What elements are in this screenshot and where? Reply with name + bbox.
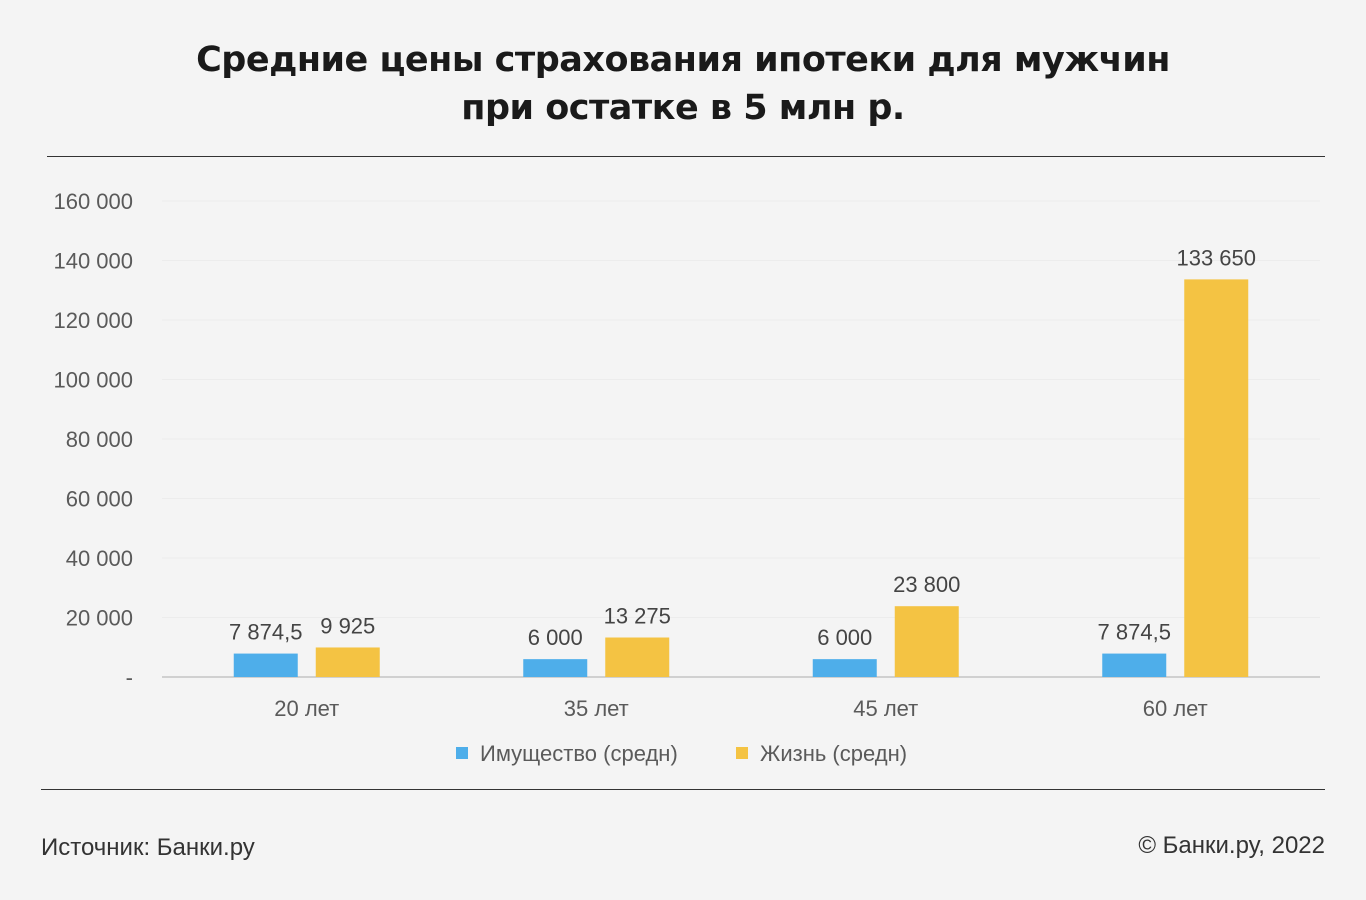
bar-property xyxy=(812,659,877,677)
data-label: 133 650 xyxy=(1176,245,1256,270)
bar-property xyxy=(1102,653,1167,677)
y-tick-label: - xyxy=(126,665,133,690)
data-label: 6 000 xyxy=(528,625,583,650)
data-label: 6 000 xyxy=(817,625,872,650)
y-tick-label: 60 000 xyxy=(66,487,133,512)
chart-title: Средние цены страхования ипотеки для муж… xyxy=(0,36,1366,132)
title-line-1: Средние цены страхования ипотеки для муж… xyxy=(196,40,1170,80)
copyright-text: © Банки.ру, 2022 xyxy=(1138,832,1325,859)
bar-life xyxy=(894,606,959,677)
y-tick-label: 80 000 xyxy=(66,427,133,452)
y-tick-label: 100 000 xyxy=(53,368,133,393)
bar-property xyxy=(523,659,588,677)
bar-life xyxy=(605,637,670,677)
y-tick-label: 120 000 xyxy=(53,308,133,333)
data-label: 23 800 xyxy=(893,572,960,597)
data-label: 13 275 xyxy=(604,604,671,629)
bar-life xyxy=(1184,279,1249,677)
x-tick-label: 20 лет xyxy=(274,696,339,721)
legend-label: Жизнь (средн) xyxy=(760,741,907,766)
legend-swatch-property xyxy=(456,747,468,759)
y-tick-label: 20 000 xyxy=(66,606,133,631)
title-line-2: при остатке в 5 млн р. xyxy=(461,88,905,128)
y-tick-label: 160 000 xyxy=(53,189,133,214)
legend-swatch-life xyxy=(736,747,748,759)
data-label: 7 874,5 xyxy=(229,620,302,645)
source-text: Источник: Банки.ру xyxy=(41,834,255,861)
x-tick-label: 60 лет xyxy=(1143,696,1208,721)
bottom-divider xyxy=(41,789,1325,790)
y-tick-label: 40 000 xyxy=(66,546,133,571)
data-label: 7 874,5 xyxy=(1098,620,1171,645)
x-tick-label: 35 лет xyxy=(564,696,629,721)
legend-label: Имущество (средн) xyxy=(480,741,678,766)
bar-property xyxy=(233,653,298,677)
x-tick-label: 45 лет xyxy=(853,696,918,721)
data-label: 9 925 xyxy=(320,613,375,638)
bar-life xyxy=(315,647,380,677)
y-tick-label: 140 000 xyxy=(53,249,133,274)
top-divider xyxy=(47,156,1325,157)
